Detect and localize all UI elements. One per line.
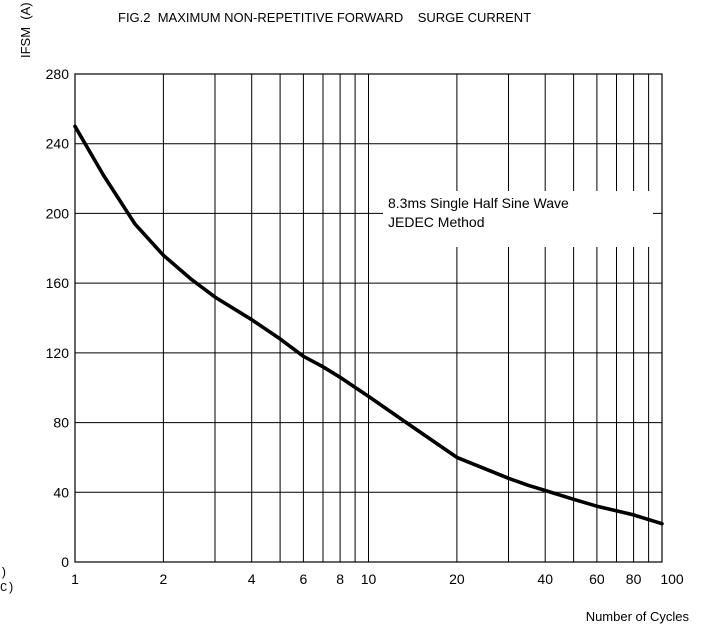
x-tick-label: 40 xyxy=(537,571,553,587)
grid-layer xyxy=(74,73,663,563)
x-tick-label: 10 xyxy=(361,571,377,587)
x-axis-label: Number of Cycles xyxy=(586,609,690,624)
chart-title: FIG.2 MAXIMUM NON-REPETITIVE FORWARD SUR… xyxy=(118,10,531,25)
annotation-box xyxy=(383,191,653,247)
x-tick-label: 1 xyxy=(71,571,79,587)
y-tick-label: 240 xyxy=(46,136,70,152)
tick-layer: 0 40 80 120 160 200 240 280 1 2 4 6 8 10 20 40 60 80 100 xyxy=(46,66,684,587)
y-tick-label: 120 xyxy=(46,345,70,361)
x-tick-label: 100 xyxy=(660,571,684,587)
margin-text-top: ) xyxy=(0,566,7,580)
y-tick-label: 40 xyxy=(53,484,69,500)
series-line xyxy=(73,124,664,526)
plot-frame xyxy=(74,73,663,563)
y-tick-label: 80 xyxy=(53,415,69,431)
x-tick-label: 60 xyxy=(589,571,605,587)
curve-layer xyxy=(73,124,664,526)
x-tick-label: 20 xyxy=(449,571,465,587)
y-tick-label: 0 xyxy=(61,554,69,570)
margin-text-bottom: C) xyxy=(0,581,14,595)
x-tick-label: 2 xyxy=(160,571,168,587)
y-tick-label: 280 xyxy=(46,66,70,82)
x-tick-label: 6 xyxy=(300,571,308,587)
y-tick-label: 200 xyxy=(46,205,70,221)
x-tick-label: 80 xyxy=(626,571,642,587)
annotation-layer: 8.3ms Single Half Sine Wave JEDEC Method xyxy=(383,191,653,247)
annotation-line: 8.3ms Single Half Sine Wave xyxy=(388,195,569,211)
x-tick-label: 8 xyxy=(336,571,344,587)
y-axis-label: IFSM (A) xyxy=(18,2,33,58)
x-tick-label: 4 xyxy=(248,571,256,587)
y-tick-label: 160 xyxy=(46,275,70,291)
annotation-line: JEDEC Method xyxy=(388,214,484,230)
